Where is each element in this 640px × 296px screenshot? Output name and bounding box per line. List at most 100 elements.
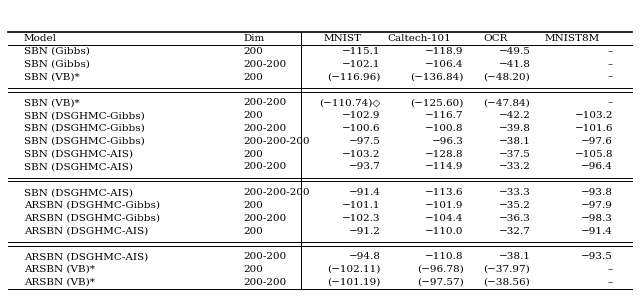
Text: −105.8: −105.8 bbox=[575, 149, 613, 159]
Text: SBN (DSGHMC-Gibbs): SBN (DSGHMC-Gibbs) bbox=[24, 111, 145, 120]
Text: SBN (DSGHMC-Gibbs): SBN (DSGHMC-Gibbs) bbox=[24, 137, 145, 146]
Text: −118.9: −118.9 bbox=[425, 47, 463, 56]
Text: (−97.57): (−97.57) bbox=[417, 278, 463, 287]
Text: −33.3: −33.3 bbox=[499, 188, 531, 197]
Text: −35.2: −35.2 bbox=[499, 201, 531, 210]
Text: 200-200: 200-200 bbox=[244, 214, 287, 223]
Text: ARSBN (VB)*: ARSBN (VB)* bbox=[24, 278, 95, 287]
Text: −104.4: −104.4 bbox=[425, 214, 463, 223]
Text: ARSBN (DSGHMC-AIS): ARSBN (DSGHMC-AIS) bbox=[24, 226, 148, 236]
Text: 200-200: 200-200 bbox=[244, 98, 287, 107]
Text: −93.7: −93.7 bbox=[349, 163, 381, 171]
Text: (−47.84): (−47.84) bbox=[484, 98, 531, 107]
Text: −101.9: −101.9 bbox=[425, 201, 463, 210]
Text: −98.3: −98.3 bbox=[581, 214, 613, 223]
Text: SBN (DSGHMC-Gibbs): SBN (DSGHMC-Gibbs) bbox=[24, 124, 145, 133]
Text: −38.1: −38.1 bbox=[499, 137, 531, 146]
Text: −100.8: −100.8 bbox=[425, 124, 463, 133]
Text: ARSBN (DSGHMC-Gibbs): ARSBN (DSGHMC-Gibbs) bbox=[24, 214, 160, 223]
Text: −106.4: −106.4 bbox=[425, 60, 463, 69]
Text: SBN (VB)*: SBN (VB)* bbox=[24, 98, 79, 107]
Text: −49.5: −49.5 bbox=[499, 47, 531, 56]
Text: 200: 200 bbox=[244, 226, 264, 236]
Text: SBN (DSGHMC-AIS): SBN (DSGHMC-AIS) bbox=[24, 149, 132, 159]
Text: −103.2: −103.2 bbox=[575, 111, 613, 120]
Text: SBN (DSGHMC-AIS): SBN (DSGHMC-AIS) bbox=[24, 188, 132, 197]
Text: 200: 200 bbox=[244, 265, 264, 274]
Text: −36.3: −36.3 bbox=[499, 214, 531, 223]
Text: (−38.56): (−38.56) bbox=[484, 278, 531, 287]
Text: –: – bbox=[608, 278, 613, 287]
Text: SBN (Gibbs): SBN (Gibbs) bbox=[24, 47, 90, 56]
Text: 200: 200 bbox=[244, 111, 264, 120]
Text: −91.4: −91.4 bbox=[349, 188, 381, 197]
Text: –: – bbox=[608, 265, 613, 274]
Text: ARSBN (VB)*: ARSBN (VB)* bbox=[24, 265, 95, 274]
Text: SBN (Gibbs): SBN (Gibbs) bbox=[24, 60, 90, 69]
Text: OCR: OCR bbox=[483, 34, 508, 43]
Text: −97.9: −97.9 bbox=[581, 201, 613, 210]
Text: −96.3: −96.3 bbox=[431, 137, 463, 146]
Text: Dim: Dim bbox=[244, 34, 265, 43]
Text: (−101.19): (−101.19) bbox=[327, 278, 381, 287]
Text: –: – bbox=[608, 73, 613, 82]
Text: SBN (VB)*: SBN (VB)* bbox=[24, 73, 79, 82]
Text: Model: Model bbox=[24, 34, 57, 43]
Text: −41.8: −41.8 bbox=[499, 60, 531, 69]
Text: −39.8: −39.8 bbox=[499, 124, 531, 133]
Text: −94.8: −94.8 bbox=[349, 252, 381, 261]
Text: (−48.20): (−48.20) bbox=[484, 73, 531, 82]
Text: −37.5: −37.5 bbox=[499, 149, 531, 159]
Text: −114.9: −114.9 bbox=[425, 163, 463, 171]
Text: −101.6: −101.6 bbox=[575, 124, 613, 133]
Text: ARSBN (DSGHMC-AIS): ARSBN (DSGHMC-AIS) bbox=[24, 252, 148, 261]
Text: −97.6: −97.6 bbox=[581, 137, 613, 146]
Text: −102.1: −102.1 bbox=[342, 60, 381, 69]
Text: (−116.96): (−116.96) bbox=[327, 73, 381, 82]
Text: 200-200-200: 200-200-200 bbox=[244, 137, 310, 146]
Text: 200-200: 200-200 bbox=[244, 60, 287, 69]
Text: 200-200: 200-200 bbox=[244, 278, 287, 287]
Text: −91.2: −91.2 bbox=[349, 226, 381, 236]
Text: 200: 200 bbox=[244, 201, 264, 210]
Text: −97.5: −97.5 bbox=[349, 137, 381, 146]
Text: (−125.60): (−125.60) bbox=[410, 98, 463, 107]
Text: 200-200: 200-200 bbox=[244, 124, 287, 133]
Text: −110.0: −110.0 bbox=[425, 226, 463, 236]
Text: −91.4: −91.4 bbox=[581, 226, 613, 236]
Text: −32.7: −32.7 bbox=[499, 226, 531, 236]
Text: SBN (DSGHMC-AIS): SBN (DSGHMC-AIS) bbox=[24, 163, 132, 171]
Text: (−37.97): (−37.97) bbox=[484, 265, 531, 274]
Text: −100.6: −100.6 bbox=[342, 124, 381, 133]
Text: −93.8: −93.8 bbox=[581, 188, 613, 197]
Text: (−102.11): (−102.11) bbox=[327, 265, 381, 274]
Text: −116.7: −116.7 bbox=[425, 111, 463, 120]
Text: –: – bbox=[608, 60, 613, 69]
Text: 200-200-200: 200-200-200 bbox=[244, 188, 310, 197]
Text: −93.5: −93.5 bbox=[581, 252, 613, 261]
Text: ARSBN (DSGHMC-Gibbs): ARSBN (DSGHMC-Gibbs) bbox=[24, 201, 160, 210]
Text: −102.9: −102.9 bbox=[342, 111, 381, 120]
Text: −42.2: −42.2 bbox=[499, 111, 531, 120]
Text: −38.1: −38.1 bbox=[499, 252, 531, 261]
Text: −128.8: −128.8 bbox=[425, 149, 463, 159]
Text: (−110.74)◇: (−110.74)◇ bbox=[319, 98, 381, 107]
Text: −110.8: −110.8 bbox=[425, 252, 463, 261]
Text: MNIST8M: MNIST8M bbox=[544, 34, 599, 43]
Text: 200: 200 bbox=[244, 149, 264, 159]
Text: −102.3: −102.3 bbox=[342, 214, 381, 223]
Text: −103.2: −103.2 bbox=[342, 149, 381, 159]
Text: 200-200: 200-200 bbox=[244, 252, 287, 261]
Text: –: – bbox=[608, 98, 613, 107]
Text: 200: 200 bbox=[244, 73, 264, 82]
Text: (−136.84): (−136.84) bbox=[410, 73, 463, 82]
Text: −96.4: −96.4 bbox=[581, 163, 613, 171]
Text: −113.6: −113.6 bbox=[425, 188, 463, 197]
Text: MNIST: MNIST bbox=[323, 34, 362, 43]
Text: −101.1: −101.1 bbox=[342, 201, 381, 210]
Text: −115.1: −115.1 bbox=[342, 47, 381, 56]
Text: (−96.78): (−96.78) bbox=[417, 265, 463, 274]
Text: 200-200: 200-200 bbox=[244, 163, 287, 171]
Text: 200: 200 bbox=[244, 47, 264, 56]
Text: –: – bbox=[608, 47, 613, 56]
